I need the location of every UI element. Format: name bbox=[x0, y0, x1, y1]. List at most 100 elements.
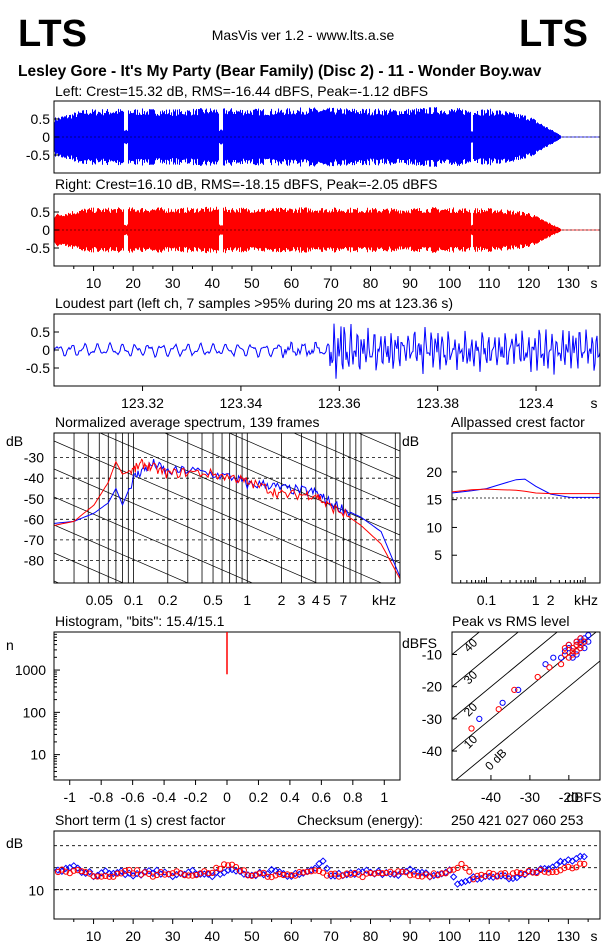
crest-right-point bbox=[110, 873, 117, 880]
crest-right-point bbox=[446, 867, 453, 874]
crest-right-point bbox=[383, 869, 390, 877]
y-tick-label: -20 bbox=[422, 679, 442, 695]
crest-right-point bbox=[62, 868, 70, 875]
crest-left-point bbox=[74, 864, 82, 872]
peak-rms-title: Peak vs RMS level bbox=[452, 613, 569, 629]
crest-left-point bbox=[259, 870, 268, 879]
pvr-right-point bbox=[495, 706, 502, 713]
histogram-ylabel: n bbox=[6, 637, 14, 653]
pvr-left-point bbox=[558, 654, 565, 661]
pvr-right-point bbox=[561, 645, 569, 652]
allpass-ylabel: dB bbox=[402, 433, 419, 449]
crest-left-point bbox=[291, 869, 300, 878]
crest-right-point bbox=[264, 873, 271, 880]
y-tick-label: 0 bbox=[42, 342, 50, 358]
y-tick-label: -30 bbox=[24, 450, 44, 466]
crest-left-point bbox=[406, 865, 414, 873]
crest-diagonal bbox=[452, 632, 558, 720]
y-tick-label: 0 bbox=[42, 222, 50, 238]
slope-line bbox=[54, 524, 189, 583]
crest-right-point bbox=[359, 873, 366, 881]
crest-left-point bbox=[362, 866, 371, 874]
y-tick-label: -60 bbox=[24, 511, 44, 527]
crest-right-point bbox=[569, 865, 576, 872]
crest-right-point bbox=[153, 871, 160, 879]
pvr-frame bbox=[451, 631, 601, 781]
crest-right-point bbox=[130, 870, 137, 877]
pvr-xlabel: dBFS bbox=[566, 789, 601, 805]
crest-right-point bbox=[292, 872, 299, 879]
crest-left-point bbox=[556, 857, 565, 866]
pvr-left-point bbox=[581, 635, 588, 642]
crest-right-point bbox=[581, 860, 588, 868]
crest-right-point bbox=[438, 870, 445, 877]
x-unit-label: s bbox=[591, 928, 598, 944]
crest-right-point bbox=[347, 871, 354, 878]
x-tick-label: -40 bbox=[481, 789, 501, 805]
x-unit-label: s bbox=[591, 395, 598, 411]
crest-right-point bbox=[78, 868, 85, 875]
crest-right-point bbox=[256, 870, 263, 877]
crest-right-point bbox=[494, 873, 501, 880]
crest-right-point bbox=[367, 870, 374, 877]
right-wave-title: Right: Crest=16.10 dB, RMS=-18.15 dBFS, … bbox=[55, 176, 437, 192]
x-tick-label: 40 bbox=[204, 928, 220, 944]
crest-right-point bbox=[331, 870, 338, 877]
crest-right-point bbox=[474, 872, 481, 880]
x-tick-label: -1 bbox=[64, 789, 77, 805]
x-tick-label: 30 bbox=[165, 928, 181, 944]
y-tick-label: -0.5 bbox=[26, 147, 50, 163]
x-tick-label: 90 bbox=[402, 928, 418, 944]
crest-left-point bbox=[489, 873, 497, 882]
crest-right-point bbox=[363, 870, 370, 877]
crest-left-point bbox=[513, 873, 521, 882]
pvr-clip-group bbox=[452, 632, 600, 780]
pvr-left-point bbox=[581, 645, 588, 652]
x-tick-label: 123.32 bbox=[121, 395, 164, 411]
crest-right-point bbox=[319, 869, 327, 876]
x-tick-label: 4 bbox=[312, 592, 320, 608]
short-crest-frame bbox=[53, 830, 601, 920]
crest-right-point bbox=[244, 872, 251, 879]
pvr-right-point bbox=[577, 635, 584, 642]
pvr-left-point bbox=[569, 654, 576, 661]
x-tick-label: 80 bbox=[363, 275, 379, 291]
crest-right-point bbox=[189, 872, 196, 879]
y-tick-label: 5 bbox=[434, 547, 442, 563]
x-tick-label: 123.38 bbox=[416, 395, 459, 411]
checksum-label: Checksum (energy): bbox=[297, 812, 423, 828]
crest-right-point bbox=[545, 869, 552, 876]
pvr-left-point bbox=[515, 686, 522, 694]
crest-right-point bbox=[371, 870, 378, 877]
crest-right-point bbox=[414, 873, 422, 880]
slope-line bbox=[99, 433, 400, 564]
x-tick-label: 10 bbox=[86, 275, 102, 291]
pvr-left-point bbox=[577, 638, 584, 645]
x-tick-label: -0.8 bbox=[89, 789, 113, 805]
x-tick-label: 130 bbox=[557, 928, 581, 944]
slope-line bbox=[293, 433, 400, 480]
pvr-right-point bbox=[558, 661, 565, 668]
pvr-left-point bbox=[476, 715, 483, 723]
crest-right-point bbox=[470, 876, 477, 883]
crest-right-point bbox=[240, 867, 247, 874]
x-tick-label: 0.4 bbox=[280, 789, 300, 805]
crest-left-point bbox=[267, 865, 276, 874]
x-unit-label: kHz bbox=[372, 592, 396, 608]
x-unit-label: kHz bbox=[574, 592, 598, 608]
crest-right-point bbox=[122, 867, 129, 874]
x-tick-label: -30 bbox=[520, 789, 540, 805]
pvr-ylabel: dBFS bbox=[402, 635, 437, 651]
crest-right-point bbox=[260, 869, 267, 877]
crest-right-point bbox=[74, 867, 81, 874]
x-tick-label: 0.1 bbox=[124, 592, 144, 608]
x-tick-label: 110 bbox=[478, 275, 501, 291]
crest-right-point bbox=[501, 870, 509, 877]
crest-left-point bbox=[271, 867, 280, 875]
pvr-right-point bbox=[573, 648, 580, 655]
x-tick-label: 80 bbox=[363, 928, 379, 944]
x-tick-label: 123.36 bbox=[318, 395, 361, 411]
diagonal-label: 30 bbox=[461, 668, 481, 688]
crest-right-point bbox=[268, 874, 275, 881]
